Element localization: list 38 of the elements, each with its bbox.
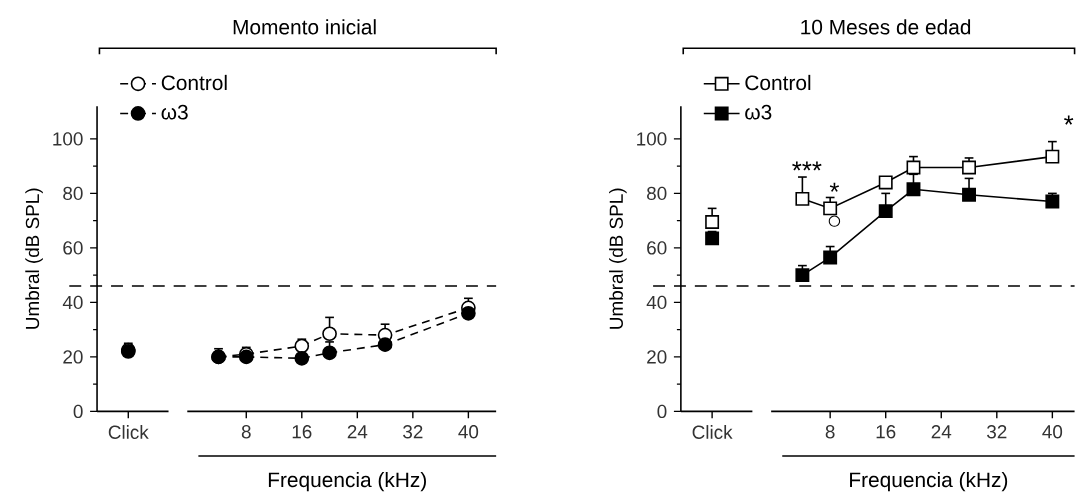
x-tick-label: 24 (931, 425, 952, 439)
x-tick-label: 32 (403, 425, 423, 439)
chart-title: Momento inicial (233, 19, 376, 35)
y-tick-label: 80 (63, 186, 83, 201)
x-axis-title: Frequencia (kHz) (268, 472, 426, 492)
x-tick-label: 32 (987, 425, 1007, 439)
y-axis-title: Umbral (dB SPL) (25, 188, 43, 329)
y-tick-label: 80 (647, 186, 667, 201)
legend-label: Control (745, 75, 811, 91)
x-tick-label: 24 (347, 425, 368, 439)
y-tick-label: 0 (657, 404, 667, 419)
annotation: * (1064, 115, 1074, 125)
annotation: * (829, 182, 840, 193)
x-tick-label: 8 (825, 425, 835, 439)
legend-label: ω3 (745, 104, 772, 120)
y-tick-label: 0 (73, 404, 83, 419)
x-tick-label: 40 (1042, 425, 1063, 439)
y-tick-label: 20 (63, 350, 83, 364)
x-tick-label: 40 (458, 425, 479, 439)
chart-title: 10 Meses de edad (801, 19, 971, 35)
x-axis-title: Frequencia (kHz) (850, 472, 1008, 492)
x-tick-label: Click (108, 425, 149, 440)
x-tick-label: Click (692, 425, 733, 440)
y-tick-label: 100 (637, 132, 667, 146)
y-tick-label: 100 (53, 132, 83, 146)
y-tick-label: 20 (647, 350, 667, 364)
legend-label: Control (161, 75, 227, 91)
x-tick-label: 16 (876, 425, 896, 439)
y-axis-title: Umbral (dB SPL) (609, 188, 627, 329)
y-tick-label: 40 (646, 295, 667, 310)
annotation: ○ (828, 215, 841, 227)
y-tick-label: 60 (647, 241, 667, 255)
annotation: *** (792, 161, 822, 171)
y-tick-label: 40 (62, 295, 83, 310)
x-tick-label: 16 (292, 425, 312, 439)
legend-label: ω3 (161, 104, 188, 120)
y-tick-label: 60 (63, 241, 83, 255)
x-tick-label: 8 (241, 425, 251, 439)
